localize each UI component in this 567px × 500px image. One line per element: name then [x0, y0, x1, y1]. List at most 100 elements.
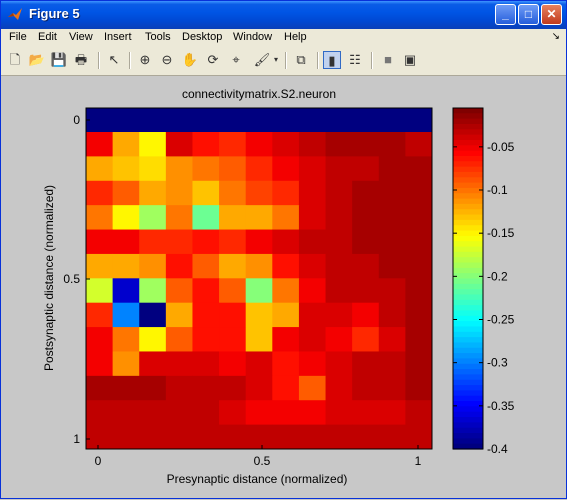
heatmap-cell: [219, 254, 246, 279]
heatmap-cell: [166, 156, 193, 181]
colorbar-swatch: [453, 310, 483, 316]
colorbar-swatch: [453, 374, 483, 380]
link-plot-icon[interactable]: ⧉: [292, 51, 310, 69]
colorbar: -0.05-0.1-0.15-0.2-0.25-0.3-0.35-0.4: [453, 108, 515, 456]
hide-plot-tools-icon[interactable]: ■: [379, 51, 397, 69]
menu-file[interactable]: File: [9, 31, 27, 43]
colorbar-swatch: [453, 369, 483, 375]
menu-tools[interactable]: Tools: [145, 31, 171, 43]
data-cursor-icon[interactable]: ⌖: [227, 51, 245, 69]
heatmap-cell: [272, 254, 299, 279]
maximize-button[interactable]: □: [518, 4, 539, 25]
colorbar-swatch: [453, 108, 483, 114]
colorbar-swatch: [453, 167, 483, 173]
zoom-out-icon[interactable]: ⊖: [158, 51, 176, 69]
heatmap-cell: [379, 400, 406, 425]
heatmap-cell: [139, 303, 166, 328]
heatmap-cell: [219, 303, 246, 328]
colorbar-swatch: [453, 422, 483, 428]
pointer-icon[interactable]: ↖: [105, 51, 123, 69]
heatmap-cell: [246, 425, 273, 450]
heatmap-cell: [192, 400, 219, 425]
heatmap-cell: [352, 205, 379, 230]
save-icon[interactable]: 💾: [50, 51, 68, 69]
colorbar-swatch: [453, 151, 483, 157]
pan-hand-icon[interactable]: ✋: [181, 51, 199, 69]
colorbar-tick-label: -0.15: [487, 226, 515, 240]
menu-window[interactable]: Window: [233, 31, 272, 43]
heatmap-cell: [299, 351, 326, 376]
minimize-icon: _: [502, 7, 509, 21]
heatmap-cell: [246, 400, 273, 425]
heatmap-cell: [113, 254, 140, 279]
heatmap-cell: [272, 303, 299, 328]
heatmap-cell: [405, 351, 432, 376]
menu-view[interactable]: View: [69, 31, 93, 43]
colorbar-swatch: [453, 428, 483, 434]
heatmap-cell: [352, 108, 379, 133]
close-button[interactable]: ✕: [541, 4, 562, 25]
figure-canvas: connectivitymatrix.S2.neuron 0 0.5 1 0 0.5 1 …: [4, 77, 563, 495]
minimize-button[interactable]: _: [495, 4, 516, 25]
colorbar-swatch: [453, 156, 483, 162]
colorbar-icon[interactable]: ▮: [323, 51, 341, 69]
heatmap-cell: [379, 254, 406, 279]
maximize-icon: □: [525, 7, 532, 21]
heatmap-cell: [352, 376, 379, 401]
dock-arrow-icon[interactable]: ↘: [552, 31, 560, 42]
heatmap-cell: [272, 425, 299, 450]
colorbar-swatch: [453, 321, 483, 327]
colorbar-swatch: [453, 241, 483, 247]
heatmap-cell: [246, 132, 273, 157]
heatmap-cell: [405, 132, 432, 157]
heatmap-cell: [86, 278, 113, 303]
colorbar-swatch: [453, 401, 483, 407]
open-file-icon[interactable]: 📂: [28, 51, 46, 69]
brush-dropdown-icon[interactable]: ▾: [271, 51, 281, 69]
menu-desktop[interactable]: Desktop: [182, 31, 222, 43]
legend-icon[interactable]: ☷: [346, 51, 364, 69]
heatmap-cell: [326, 327, 353, 352]
heatmap-cell: [405, 425, 432, 450]
brush-icon[interactable]: 🖌: [253, 51, 271, 69]
heatmap-cell: [405, 230, 432, 255]
colorbar-swatch: [453, 353, 483, 359]
heatmap-cell: [326, 278, 353, 303]
heatmap-cell: [219, 400, 246, 425]
heatmap-cell: [219, 351, 246, 376]
heatmap-cell: [219, 327, 246, 352]
show-plot-tools-icon[interactable]: ▣: [401, 51, 419, 69]
heatmap-cell: [326, 205, 353, 230]
print-icon[interactable]: 🖶: [72, 51, 90, 69]
heatmap-cell: [192, 254, 219, 279]
colorbar-swatch: [453, 300, 483, 306]
colorbar-swatch: [453, 406, 483, 412]
heatmap-cell: [272, 400, 299, 425]
heatmap-cell: [379, 303, 406, 328]
colorbar-tick-label: -0.3: [487, 356, 508, 370]
heatmap-cell: [405, 376, 432, 401]
heatmap-cell: [272, 108, 299, 133]
heatmap-cell: [86, 132, 113, 157]
zoom-in-icon[interactable]: ⊕: [136, 51, 154, 69]
colorbar-swatch: [453, 358, 483, 364]
heatmap-cell: [246, 230, 273, 255]
y-tick-label: 1: [73, 432, 80, 446]
heatmap-cell: [139, 181, 166, 206]
menu-edit[interactable]: Edit: [38, 31, 57, 43]
title-bar[interactable]: Figure 5 _ □ ✕: [1, 1, 566, 29]
rotate-3d-icon[interactable]: ⟳: [204, 51, 222, 69]
heatmap-cell: [272, 132, 299, 157]
heatmap-cell: [379, 425, 406, 450]
heatmap-cell: [405, 327, 432, 352]
heatmap-cell: [219, 181, 246, 206]
heatmap-cell: [192, 351, 219, 376]
heatmap-cell: [326, 254, 353, 279]
colorbar-swatch: [453, 129, 483, 135]
chart-title: connectivitymatrix.S2.neuron: [182, 87, 336, 101]
heatmap-cell: [246, 254, 273, 279]
new-figure-icon[interactable]: 🗋: [6, 51, 24, 69]
menu-insert[interactable]: Insert: [104, 31, 132, 43]
menu-help[interactable]: Help: [284, 31, 307, 43]
heatmap-cell: [405, 278, 432, 303]
